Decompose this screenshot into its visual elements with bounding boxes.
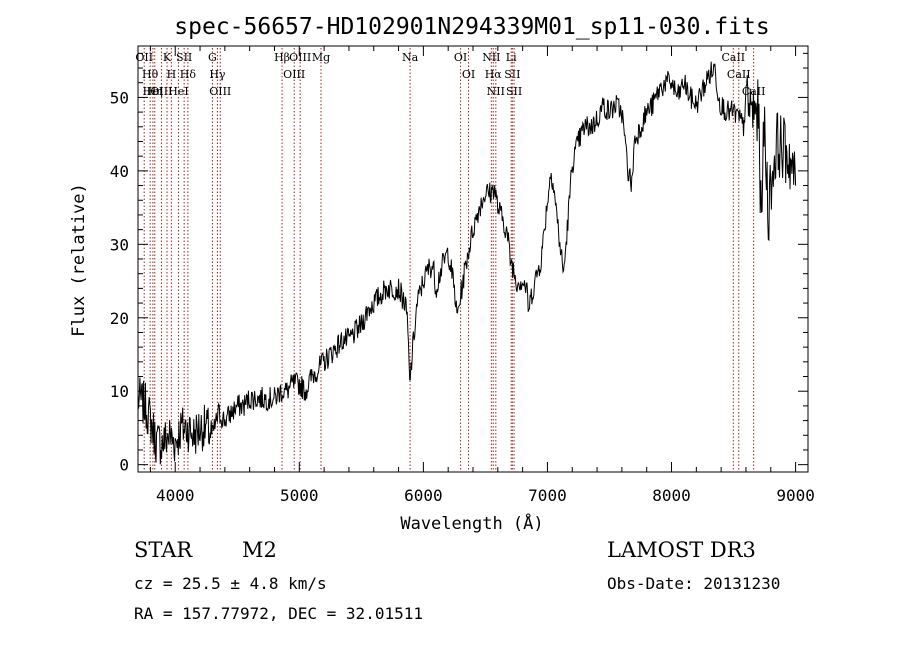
- line-marker-label: NII: [482, 51, 500, 64]
- line-marker-label: Hη: [147, 85, 163, 98]
- line-marker-label: Li: [506, 51, 517, 64]
- line-marker-label: SII: [506, 85, 522, 98]
- coordinates: RA = 157.77972, DEC = 32.01511: [134, 604, 423, 623]
- line-marker-label: Na: [402, 51, 419, 64]
- line-marker-label: Hδ: [180, 68, 197, 81]
- x-tick-label: 6000: [404, 486, 443, 505]
- redshift-value: cz = 25.5 ± 4.8 km/s: [134, 574, 327, 593]
- line-marker-label: Hγ: [209, 68, 226, 81]
- line-marker-label: OI: [454, 51, 467, 64]
- spectrum-line-layer: [137, 61, 797, 465]
- line-marker-label: G: [208, 51, 217, 64]
- line-marker-label: NII: [487, 85, 505, 98]
- emission-line-markers: OIIHθHeIHηOIIIKHHeISIIHδGHγOIIIHβOIIIOII…: [135, 48, 765, 472]
- x-axis-label: Wavelength (Å): [400, 512, 543, 534]
- line-marker-label: K: [163, 51, 172, 64]
- line-marker-label: OII: [135, 51, 153, 64]
- y-tick-label: 40: [110, 162, 129, 181]
- line-marker-label: CaII: [721, 51, 745, 64]
- y-axis-ticks: 0 10 20 30 40 50: [110, 52, 808, 475]
- line-marker-label: HeI: [143, 85, 163, 98]
- x-tick-label: 7000: [528, 486, 567, 505]
- line-marker-label: OIII: [289, 51, 311, 64]
- line-marker-label: SII: [176, 51, 192, 64]
- survey-name: LAMOST DR3: [607, 538, 756, 562]
- line-marker-label: H: [167, 68, 177, 81]
- observation-date: Obs-Date: 20131230: [607, 574, 781, 593]
- line-marker-label: OIII: [209, 85, 231, 98]
- y-tick-label: 20: [110, 309, 129, 328]
- plot-frame: [137, 45, 809, 473]
- y-tick-label: 0: [119, 456, 129, 475]
- line-marker-label: Hα: [485, 68, 503, 81]
- line-marker-label: OIII: [283, 68, 305, 81]
- y-tick-label: 50: [110, 88, 129, 107]
- y-axis-label: Flux (relative): [69, 183, 89, 337]
- x-tick-label: 8000: [652, 486, 691, 505]
- line-marker-label: HeI: [168, 85, 188, 98]
- y-tick-label: 10: [110, 382, 129, 401]
- spectrum-series-line: [137, 61, 797, 465]
- line-marker-label: OI: [462, 68, 475, 81]
- chart-title: spec-56657-HD102901N294339M01_sp11-030.f…: [174, 14, 769, 40]
- line-marker-label: Mg: [312, 51, 330, 64]
- object-subclass: M2: [242, 538, 277, 562]
- x-tick-label: 5000: [280, 486, 319, 505]
- x-tick-label: 4000: [156, 486, 195, 505]
- y-tick-label: 30: [110, 235, 129, 254]
- line-marker-label: CaII: [727, 68, 751, 81]
- line-marker-label: SII: [504, 68, 520, 81]
- line-marker-label: Hβ: [274, 51, 290, 64]
- line-marker-label: Hθ: [142, 68, 159, 81]
- x-tick-label: 9000: [776, 486, 815, 505]
- object-class: STAR: [134, 538, 193, 562]
- x-axis-ticks: 4000 5000 6000 7000 8000 9000: [149, 46, 815, 505]
